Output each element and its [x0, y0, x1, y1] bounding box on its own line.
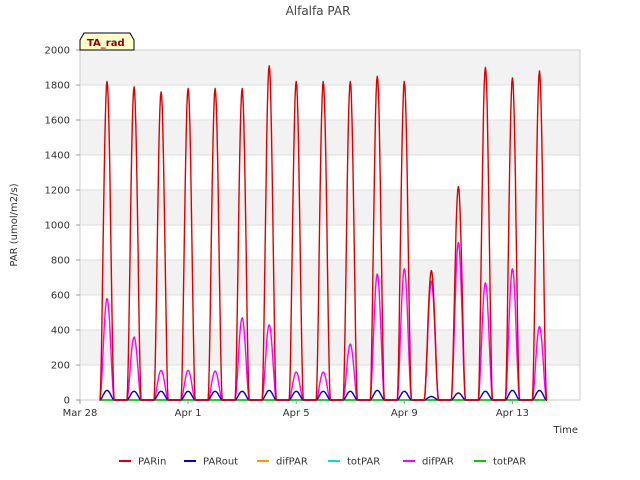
chart-title: Alfalfa PAR [286, 4, 351, 18]
y-tick-label: 800 [51, 256, 70, 267]
y-tick-label: 600 [51, 291, 70, 302]
ta-rad-badge: TA_rad [79, 32, 135, 51]
x-tick-label: Apr 1 [175, 408, 202, 419]
y-axis-label: PAR (umol/m2/s) [9, 183, 20, 266]
background-band [80, 50, 580, 85]
legend-label: totPAR [493, 457, 526, 468]
legend-label: difPAR [276, 457, 308, 468]
plot-background-bands [80, 50, 580, 365]
x-axis-ticks: Mar 28 Apr 1 Apr 5 Apr 9 Apr 13 [63, 400, 529, 419]
x-tick-label: Apr 9 [391, 408, 418, 419]
series-line-difpar-4 [99, 241, 548, 401]
badge-label: TA_rad [87, 38, 125, 49]
y-tick-label: 1600 [45, 116, 70, 127]
y-tick-label: 2000 [45, 46, 70, 57]
series-line-parin-0 [99, 65, 548, 401]
background-band [80, 120, 580, 155]
y-axis-ticks: 0 200 400 600 800 1000 1200 1400 1600 1800 2000 [45, 46, 80, 407]
y-tick-label: 1800 [45, 81, 70, 92]
x-tick-label: Apr 5 [283, 408, 310, 419]
background-band [80, 330, 580, 365]
legend-label: difPAR [422, 457, 454, 468]
y-tick-label: 200 [51, 361, 70, 372]
series-line-parout-1 [99, 389, 548, 401]
legend: PARin PARout difPAR totPAR difPAR totPAR [119, 457, 526, 468]
y-tick-label: 400 [51, 326, 70, 337]
x-tick-label: Mar 28 [63, 408, 98, 419]
x-tick-label: Apr 13 [496, 408, 529, 419]
legend-label: totPAR [347, 457, 380, 468]
legend-label: PARout [203, 457, 238, 468]
badge-shape [79, 32, 135, 51]
y-tick-label: 0 [64, 396, 70, 407]
y-tick-label: 1400 [45, 151, 70, 162]
series-layer [99, 65, 548, 401]
background-band [80, 260, 580, 295]
y-tick-label: 1000 [45, 221, 70, 232]
legend-label: PARin [138, 457, 166, 468]
background-band [80, 190, 580, 225]
x-axis-label: Time [553, 425, 578, 436]
y-tick-label: 1200 [45, 186, 70, 197]
